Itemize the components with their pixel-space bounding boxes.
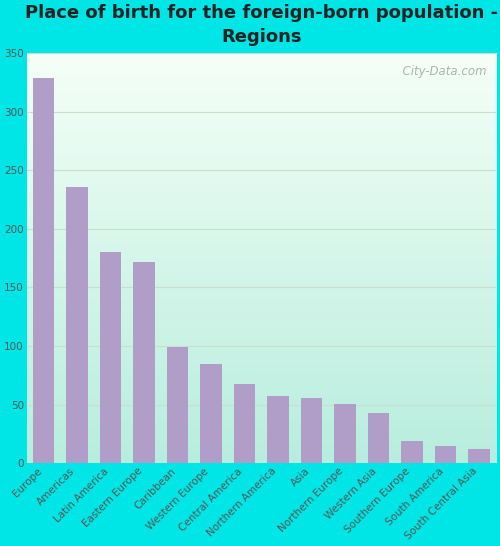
Bar [166,347,188,464]
Bar [401,441,423,464]
Text: City-Data.com: City-Data.com [395,65,486,78]
Bar [133,262,155,464]
Bar [100,252,122,464]
Bar [468,449,490,464]
Bar [334,403,356,464]
Bar [434,446,456,464]
Bar [368,413,390,464]
Bar [66,187,88,464]
Bar [234,384,256,464]
Bar [32,78,54,464]
Title: Place of birth for the foreign-born population -
Regions: Place of birth for the foreign-born popu… [24,4,498,46]
Bar [200,364,222,464]
Bar [300,397,322,464]
Bar [267,396,289,464]
